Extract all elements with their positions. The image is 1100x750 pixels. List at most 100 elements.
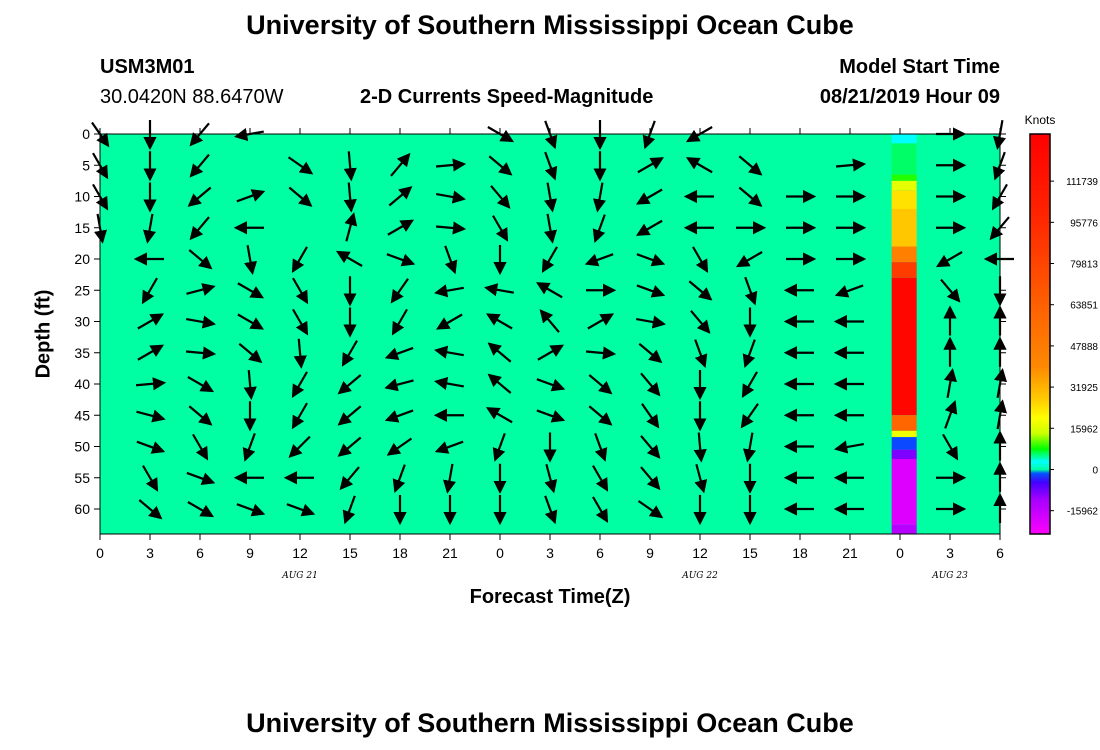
y-tick-label: 40 [74, 376, 90, 392]
x-tick-label: 6 [996, 545, 1004, 561]
y-tick-label: 5 [82, 157, 90, 173]
y-tick-label: 20 [74, 251, 90, 267]
current-arrow [188, 405, 213, 426]
current-arrow [137, 313, 165, 330]
current-arrow [834, 440, 864, 454]
current-arrow [337, 405, 362, 426]
current-arrow [587, 313, 615, 330]
footer-title: University of Southern Mississippi Ocean… [246, 708, 854, 738]
colorbar-tick-label: 95776 [1070, 218, 1098, 229]
x-tick-label: 6 [196, 545, 204, 561]
current-arrow [392, 464, 406, 493]
current-arrow [738, 155, 763, 176]
y-tick-label: 45 [74, 407, 90, 423]
colorbar-tick-label: 0 [1092, 465, 1098, 476]
y-tick-label: 0 [82, 126, 90, 142]
chart-subtitle: 2-D Currents Speed-Magnitude [360, 86, 654, 108]
current-arrow [537, 344, 565, 361]
y-tick-label: 30 [74, 314, 90, 330]
current-arrow [492, 215, 509, 242]
current-arrow [341, 340, 358, 367]
current-arrow [536, 378, 566, 392]
current-arrow [940, 278, 961, 303]
current-arrow [291, 371, 308, 399]
strip-cell [891, 143, 917, 175]
x-tick-label: 12 [692, 545, 708, 561]
x-tick-label: 18 [792, 545, 808, 561]
current-arrow [137, 344, 165, 361]
strip-cell [891, 134, 917, 144]
colorbar-tick-label: -15962 [1067, 507, 1099, 518]
current-arrow [187, 186, 212, 207]
current-arrow [944, 368, 958, 398]
colorbar-title: Knots [1025, 113, 1056, 127]
current-arrow [592, 496, 609, 524]
current-arrow [637, 157, 665, 174]
current-arrow [584, 253, 614, 267]
station-coords: 30.0420N 88.6470W [100, 86, 284, 108]
current-arrow [390, 152, 411, 177]
current-arrow [185, 346, 217, 360]
current-arrow [638, 342, 663, 364]
current-arrow [592, 214, 606, 243]
current-arrow [492, 432, 506, 462]
current-arrow [485, 313, 513, 330]
colorbar: Knots 111739 95776 79813 63851 47888 31925 1596… [1025, 113, 1099, 535]
current-arrow [834, 284, 864, 298]
current-arrow [636, 315, 666, 329]
current-arrow [386, 437, 413, 456]
current-arrow [685, 157, 713, 174]
current-arrow [236, 503, 266, 517]
strip-cell [891, 180, 917, 191]
y-tick-label: 35 [74, 345, 90, 361]
current-arrow [742, 432, 756, 463]
current-arrow [535, 282, 563, 299]
y-tick-label: 15 [74, 220, 90, 236]
current-arrow [640, 466, 661, 491]
current-arrow [635, 219, 663, 236]
current-arrow [141, 277, 158, 305]
current-arrow [135, 377, 167, 391]
current-arrow [742, 339, 756, 368]
current-arrow [544, 151, 558, 181]
current-arrow [237, 313, 265, 330]
current-arrow [944, 400, 958, 429]
current-arrow [291, 402, 308, 430]
current-arrow [386, 253, 416, 267]
current-arrow [138, 499, 163, 520]
current-arrow [484, 283, 514, 297]
current-arrow [641, 403, 660, 429]
x-tick-label: 15 [742, 545, 758, 561]
y-tick-label: 25 [74, 282, 90, 298]
x-tick-label: 3 [546, 545, 554, 561]
strip-cell [891, 430, 917, 438]
current-arrow [242, 432, 256, 462]
current-arrow [738, 186, 763, 207]
y-tick-label: 50 [74, 439, 90, 455]
strip-cell [891, 262, 917, 278]
current-arrow [384, 378, 414, 392]
current-arrow [436, 190, 466, 204]
current-arrow [244, 245, 258, 275]
current-arrow [188, 249, 213, 270]
strip-cell [891, 190, 917, 209]
current-arrow [434, 345, 464, 359]
current-arrow [835, 158, 867, 172]
station-id: USM3M01 [100, 56, 195, 78]
current-arrow [693, 432, 707, 463]
strip-cell [891, 277, 917, 416]
current-arrow [391, 308, 408, 336]
date-label: AUG 21 [281, 571, 318, 581]
current-arrow [291, 246, 308, 274]
current-arrow [740, 403, 759, 429]
model-start-value: 08/21/2019 Hour 09 [819, 86, 1000, 108]
strip-cell [891, 209, 917, 247]
current-arrow [594, 432, 608, 462]
current-arrow [337, 436, 362, 457]
strip-cell [891, 246, 917, 263]
current-arrow [187, 501, 215, 518]
colorbar-tick-label: 15962 [1070, 424, 1098, 435]
current-arrow [544, 213, 558, 244]
current-arrow [384, 346, 414, 360]
